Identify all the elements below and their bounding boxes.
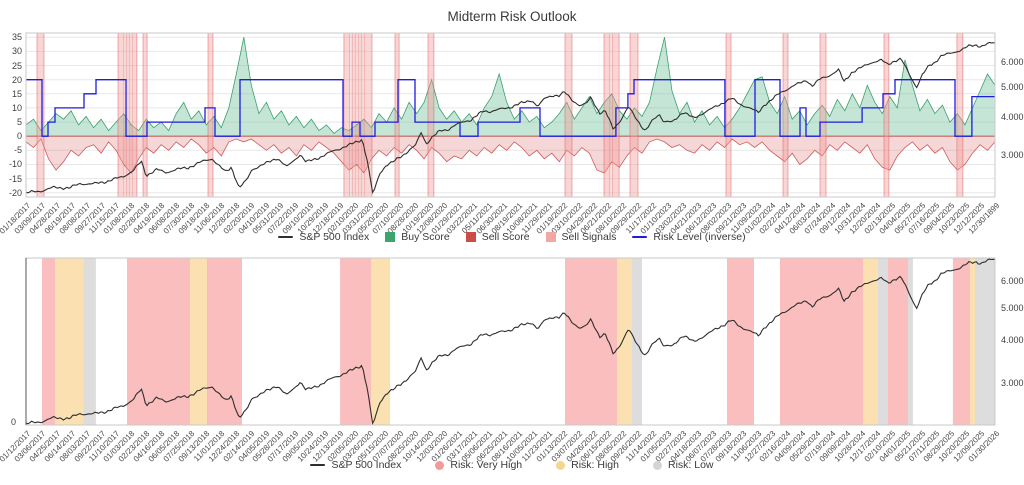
- legend-label: Risk: Low: [668, 459, 714, 471]
- top-right-axis-tick: 5.000: [1001, 82, 1024, 92]
- risk-level-inverse--swatch-icon: [632, 235, 648, 239]
- top-left-axis-tick: 30: [11, 46, 22, 56]
- legend-label: S&P 500 Index: [331, 459, 402, 471]
- bottom-legend-item: Risk: High: [556, 459, 619, 471]
- top-left-axis-tick: 35: [11, 32, 22, 42]
- top-left-axis-tick: 10: [11, 103, 22, 113]
- top-left-axis-tick: -15: [8, 174, 22, 184]
- legend-label: Sell Score: [481, 231, 530, 243]
- legend-label: S&P 500 Index: [299, 231, 370, 243]
- bottom-left-axis-tick: 0: [10, 417, 16, 427]
- s-p-500-index-swatch-icon: [310, 463, 326, 467]
- top-legend-item: Risk Level (inverse): [632, 231, 746, 243]
- bottom-right-axis-tick: 6.000: [1001, 276, 1024, 286]
- top-right-axis-tick: 3.000: [1001, 150, 1024, 160]
- top-left-axis-tick: 20: [11, 75, 22, 85]
- top-legend-item: Sell Score: [465, 231, 530, 243]
- top-left-axis-tick: 25: [11, 61, 22, 71]
- top-legend-item: S&P 500 Index: [278, 231, 369, 243]
- top-left-axis-tick: 0: [16, 131, 22, 141]
- risk-low-swatch-icon: [653, 460, 662, 470]
- bottom-legend-item: Risk: Low: [653, 459, 714, 471]
- top-left-axis-tick: 15: [11, 89, 22, 99]
- sell-signals-swatch-icon: [545, 232, 556, 242]
- bottom-right-axis-tick: 4.000: [1001, 335, 1024, 345]
- top-left-axis-tick: 5: [16, 117, 22, 127]
- legend-label: Risk Level (inverse): [653, 231, 746, 243]
- top-right-axis-tick: 4.000: [1001, 112, 1024, 122]
- top-legend-item: Buy Score: [385, 231, 450, 243]
- bottom-right-axis-tick: 5.000: [1001, 303, 1024, 313]
- legend-label: Risk: Very High: [450, 459, 523, 471]
- s-p-500-index-swatch-icon: [278, 235, 294, 239]
- bottom-right-axis-tick: 3.000: [1001, 378, 1024, 388]
- sell-score-swatch-icon: [465, 232, 476, 242]
- top-left-axis-tick: -20: [8, 188, 22, 198]
- top-left-axis-tick: -10: [8, 159, 22, 169]
- legend-label: Risk: High: [571, 459, 619, 471]
- top-right-axis-tick: 6.000: [1001, 57, 1024, 67]
- figure-title: Midterm Risk Outlook: [447, 9, 577, 24]
- legend-label: Buy Score: [401, 231, 450, 243]
- top-legend-item: Sell Signals: [545, 231, 617, 243]
- risk-high-swatch-icon: [556, 460, 566, 470]
- bottom-legend-item: Risk: Very High: [435, 459, 522, 471]
- risk-very-high-swatch-icon: [435, 460, 445, 470]
- buy-score-swatch-icon: [385, 232, 396, 242]
- bottom-legend-item: S&P 500 Index: [310, 459, 401, 471]
- legend-label: Sell Signals: [561, 231, 617, 243]
- bottom-chart-legend: S&P 500 Index Risk: Very High Risk: High Ri…: [0, 459, 1024, 471]
- top-chart-legend: S&P 500 Index Buy Score Sell Score Sell Sig…: [0, 231, 1024, 243]
- top-left-axis-tick: -5: [13, 145, 22, 155]
